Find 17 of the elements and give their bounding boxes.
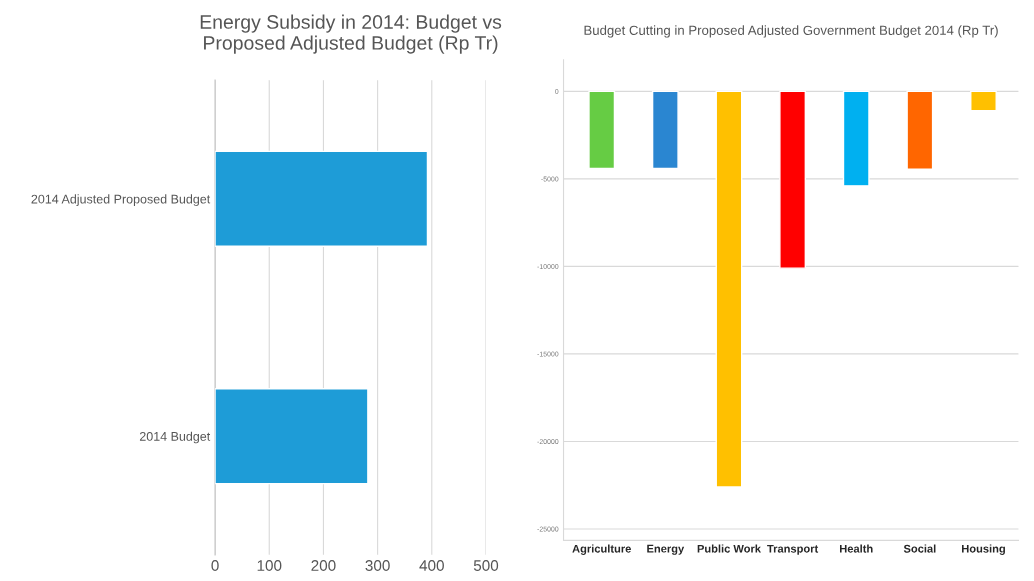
x-tick-label: Public Work [697,544,761,553]
x-tick-label: Social [903,544,936,553]
x-tick-label: Housing [962,544,1005,555]
chart-title: Energy Subsidy in 2014: Budget vs Proposed Adjusted Budget (Rp Tr) [200,14,502,54]
x-tick-label: 400 [419,560,444,571]
x-tick-label: Energy [647,544,685,555]
x-tick-label: Health [840,544,873,553]
x-tick-label: 200 [311,560,336,571]
x-tick-label: Transport [767,544,819,555]
x-tick-label: Agriculture [572,544,631,555]
x-tick-label: 300 [365,560,390,571]
x-tick-label: 100 [257,560,282,571]
y-tick-label: 2014 Adjusted Proposed Budget [31,194,211,206]
y-tick-label: 2014 Budget [139,431,211,444]
x-tick-label: 500 [473,560,499,571]
chart-title: Budget Cutting in Proposed Adjusted Government Budget 2014 (Rp Tr) [584,25,998,38]
x-tick-label: 0 [211,560,219,571]
